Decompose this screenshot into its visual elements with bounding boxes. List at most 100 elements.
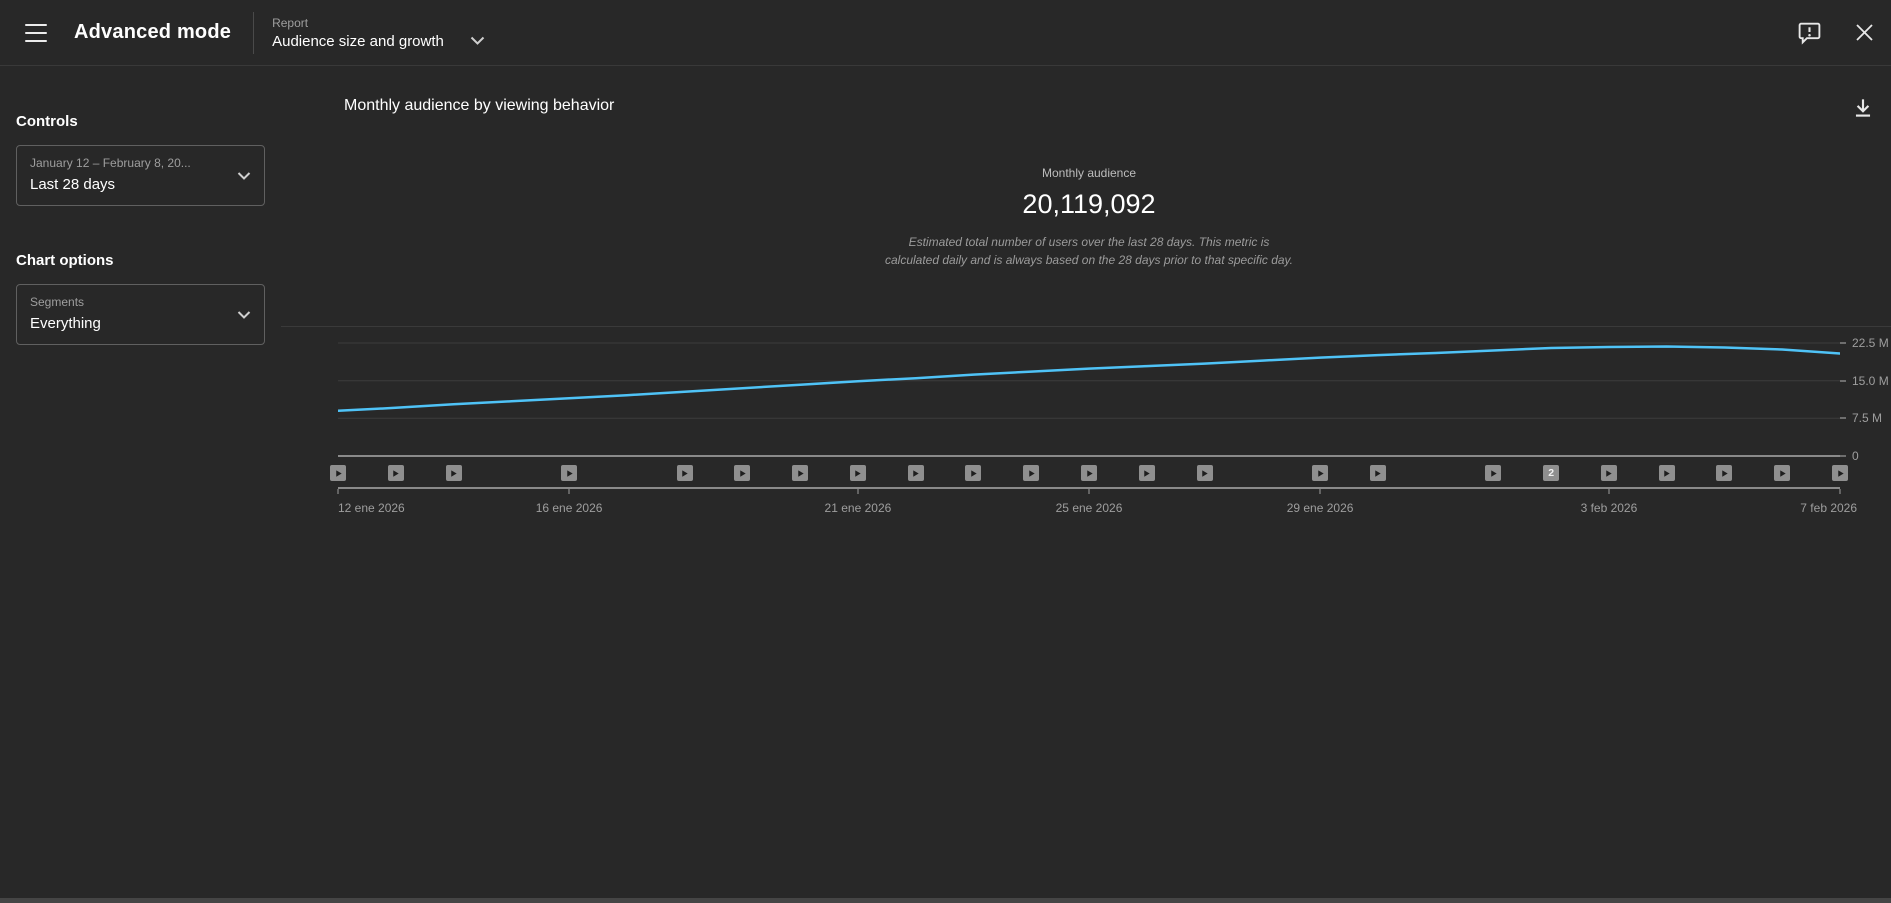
video-marker-icon[interactable] [849,465,866,481]
video-count-badge: 2 [1548,467,1555,479]
download-button[interactable] [1848,93,1878,123]
video-marker-icon[interactable] [330,465,346,481]
video-marker-icon[interactable] [445,465,462,481]
metric-summary: Monthly audience 20,119,092 Estimated to… [338,165,1840,269]
video-marker-icon[interactable] [1832,465,1848,481]
video-marker-icon[interactable] [907,465,924,481]
x-axis-tick [1319,489,1321,494]
play-icon [1837,469,1844,477]
close-icon [1856,24,1873,41]
video-marker-icon[interactable] [1138,465,1155,481]
play-icon [1722,469,1728,477]
report-value: Audience size and growth [272,32,444,50]
x-axis-label: 3 feb 2026 [1580,501,1638,515]
chevron-down-icon [237,171,251,180]
video-marker-icon[interactable] [387,465,404,481]
play-icon [1202,469,1208,477]
x-axis-tick [1839,489,1841,494]
y-axis-label: 0 [1840,448,1859,464]
play-icon [913,469,919,477]
play-icon [682,469,688,477]
video-marker-icon[interactable] [1716,465,1733,481]
y-axis-label: 15.0 M [1840,373,1889,389]
segments-select[interactable]: Segments Everything [16,284,265,345]
video-marker-icon[interactable] [1312,465,1329,481]
x-axis-tick [857,489,859,494]
metric-label: Monthly audience [1041,166,1137,180]
video-marker-icon[interactable] [1369,465,1386,481]
x-axis-tick [568,489,570,494]
report-content: Monthly audience by viewing behavior Mon… [281,67,1891,903]
play-icon [451,469,457,477]
date-range-label: January 12 – February 8, 20... [30,156,191,170]
controls-heading: Controls [16,113,78,130]
x-axis-label: 29 ene 2026 [1286,501,1354,515]
chart: 22.5 M 15.0 M 7.5 M 0 2 12 ene 2026 16 ene 2… [281,326,1891,523]
chevron-down-icon [470,36,485,45]
x-axis-label: 25 ene 2026 [1055,501,1123,515]
x-axis: 12 ene 2026 16 ene 2026 21 ene 2026 25 ene … [337,489,1857,523]
video-marker-icon[interactable] [792,465,809,481]
date-range-value: Last 28 days [30,176,116,193]
play-icon [1664,469,1670,477]
play-icon [1144,469,1150,477]
x-axis-label: 16 ene 2026 [535,501,603,515]
date-range-select[interactable]: January 12 – February 8, 20... Last 28 d… [16,145,265,206]
play-icon [971,469,977,477]
line-chart-plot[interactable] [338,327,1840,457]
play-icon [1028,469,1035,477]
video-marker-icon[interactable] [676,465,693,481]
video-marker-icon[interactable] [1485,465,1502,481]
header-divider [253,11,255,54]
x-axis-tick [337,489,339,494]
horizontal-scrollbar[interactable] [0,898,1891,903]
close-button[interactable] [1854,22,1875,43]
y-axis-tick [1840,455,1846,457]
metric-value: 20,119,092 [1022,189,1156,219]
video-marker-icon[interactable] [1600,465,1617,481]
play-icon [393,469,399,477]
metric-description: Estimated total number of users over the… [884,235,1293,267]
report-title: Monthly audience by viewing behavior [344,97,615,114]
y-axis-tick [1840,417,1846,420]
video-marker-icon[interactable] [1081,465,1097,481]
segments-value: Everything [30,315,101,332]
video-marker-icon[interactable] [1774,465,1791,481]
x-axis-label: 12 ene 2026 [338,501,405,515]
y-axis-label: 22.5 M [1840,335,1889,351]
play-icon [740,469,746,477]
download-icon [1855,99,1871,117]
report-selector[interactable]: Report Audience size and growth [272,16,485,50]
play-icon [797,469,804,477]
play-icon [335,469,342,477]
video-marker-icon[interactable] [1023,465,1040,481]
chevron-down-icon [237,310,251,319]
play-icon [1779,469,1786,477]
y-axis-tick [1840,342,1846,344]
x-axis-label: 21 ene 2026 [824,501,892,515]
top-bar: Advanced mode Report Audience size and g… [0,0,1891,66]
menu-button[interactable] [25,23,49,42]
controls-sidebar: Controls January 12 – February 8, 20... … [0,67,281,903]
video-marker-icon[interactable] [561,465,578,481]
video-markers-band: 2 [330,457,1848,489]
video-marker-icon[interactable] [1196,465,1213,481]
video-marker-icon[interactable] [965,465,982,481]
play-icon [566,469,573,477]
play-icon [1086,469,1093,477]
y-axis-label: 7.5 M [1840,410,1882,426]
play-icon [1375,469,1382,477]
feedback-button[interactable] [1797,20,1822,45]
x-axis-tick [1088,489,1090,494]
video-marker-icon[interactable] [734,465,751,481]
feedback-icon [1798,22,1821,45]
video-marker-icon[interactable] [1658,465,1675,481]
y-axis: 22.5 M 15.0 M 7.5 M 0 [1840,327,1891,463]
video-marker-icon[interactable]: 2 [1543,465,1560,481]
hamburger-icon [25,23,47,26]
chart-options-heading: Chart options [16,252,114,269]
play-icon [1317,469,1324,477]
report-label: Report [272,15,309,30]
x-axis-tick [1608,489,1610,494]
play-icon [1491,469,1497,477]
